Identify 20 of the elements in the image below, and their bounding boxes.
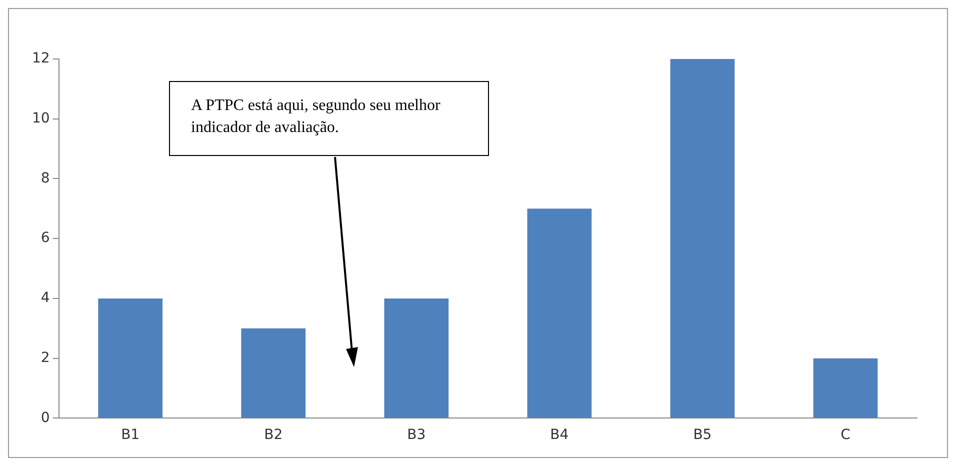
x-tick-label: B2: [264, 427, 283, 444]
y-tick-label: 2: [40, 350, 50, 366]
bar: [527, 208, 592, 418]
y-tick-label: 10: [32, 110, 50, 127]
y-tick-label: 12: [32, 50, 50, 67]
x-tick-label: B5: [693, 427, 712, 444]
bar: [98, 298, 163, 418]
x-tick-label: B1: [121, 427, 140, 444]
x-tick-label: B3: [407, 427, 426, 444]
y-tick-label: 0: [40, 410, 50, 426]
y-tick-label: 6: [40, 230, 50, 246]
bar: [241, 328, 306, 418]
y-tick-label: 8: [40, 170, 50, 186]
y-tick-label: 4: [40, 290, 50, 306]
x-tick-label: C: [840, 427, 851, 444]
bar: [670, 59, 735, 418]
annotation: A PTPC está aqui, segundo seu melhor indicador de avaliação.: [191, 96, 442, 138]
bar: [813, 358, 878, 418]
x-tick-label: B4: [550, 427, 569, 444]
bar: [384, 298, 449, 418]
